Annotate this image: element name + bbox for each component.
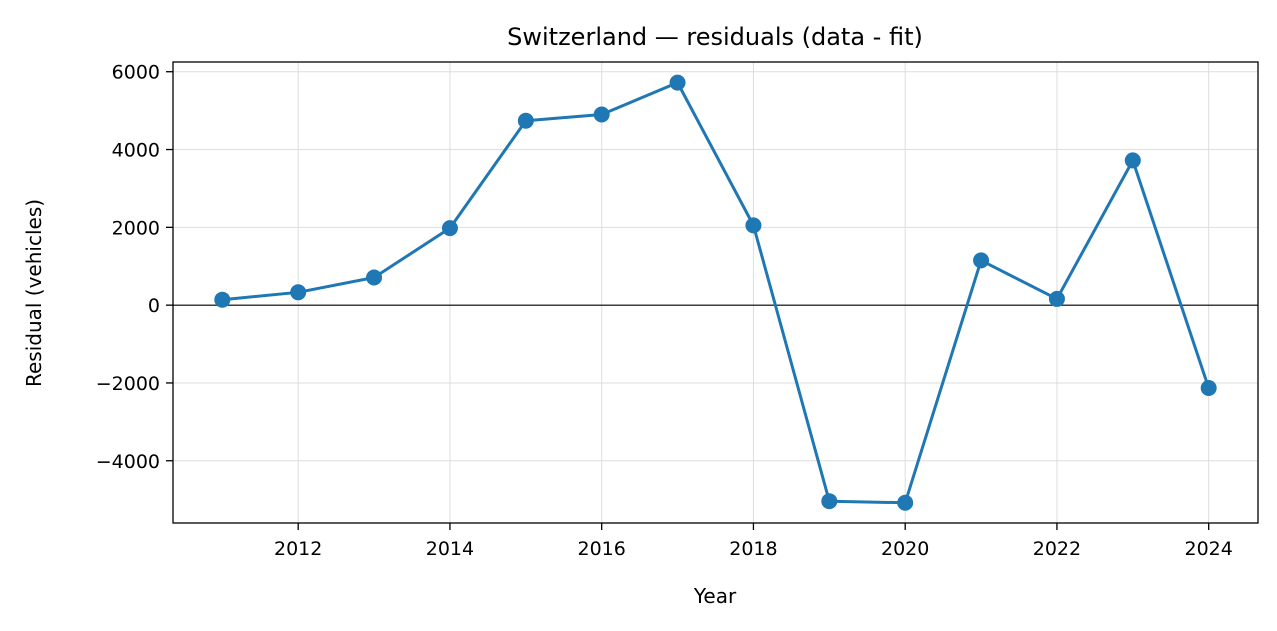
x-tick-label: 2012 xyxy=(274,538,322,560)
x-axis-ticks: 2012 2014 2016 2018 2020 2022 2024 xyxy=(274,523,1233,560)
x-tick-label: 2024 xyxy=(1185,538,1233,560)
y-tick-label: 6000 xyxy=(112,62,160,84)
chart-title: Switzerland — residuals (data - fit) xyxy=(507,23,923,51)
x-tick-label: 2016 xyxy=(578,538,626,560)
data-point xyxy=(1200,380,1217,397)
data-point xyxy=(973,252,990,269)
plot-frame xyxy=(172,61,1259,524)
data-point xyxy=(745,217,762,234)
y-tick-label: 4000 xyxy=(112,140,160,162)
series-residuals xyxy=(214,74,1217,511)
data-point xyxy=(669,74,686,91)
data-point xyxy=(441,220,458,237)
y-axis-label: Residual (vehicles) xyxy=(22,199,46,387)
x-tick-label: 2018 xyxy=(729,538,777,560)
x-tick-label: 2020 xyxy=(881,538,929,560)
y-tick-label: −4000 xyxy=(96,451,160,473)
data-point xyxy=(593,106,610,123)
y-tick-label: 0 xyxy=(148,295,160,317)
data-point xyxy=(366,269,383,286)
y-axis-ticks: −4000 −2000 0 2000 4000 6000 xyxy=(96,62,173,473)
x-axis-label: Year xyxy=(693,584,737,608)
y-tick-label: 2000 xyxy=(112,217,160,239)
series-line xyxy=(222,81,1211,505)
x-tick-label: 2014 xyxy=(426,538,474,560)
y-tick-label: −2000 xyxy=(96,373,160,395)
data-point xyxy=(1048,290,1065,307)
data-point xyxy=(821,493,838,510)
data-point xyxy=(1124,152,1141,169)
data-point xyxy=(897,494,914,511)
data-point xyxy=(290,284,307,301)
data-point xyxy=(517,112,534,129)
data-point xyxy=(214,291,231,308)
x-tick-label: 2022 xyxy=(1033,538,1081,560)
